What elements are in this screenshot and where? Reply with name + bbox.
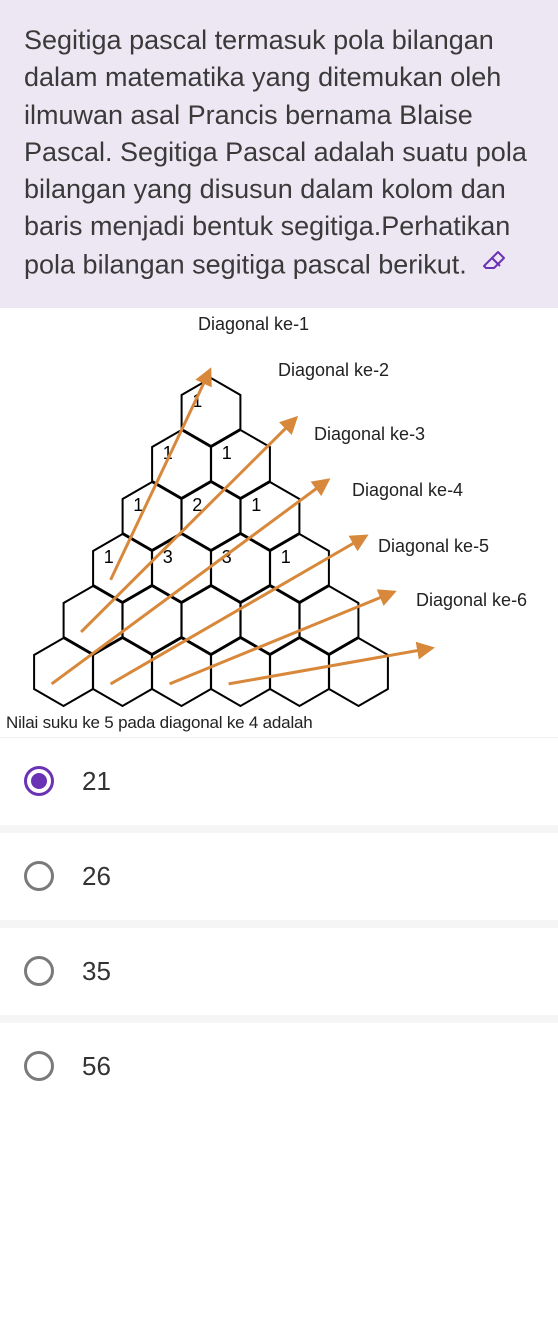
svg-text:1: 1 [222,443,232,463]
diagonal-label-2: Diagonal ke-2 [278,360,389,381]
radio-1[interactable] [24,861,54,891]
option-label-2: 35 [82,956,111,987]
question-text: Segitiga pascal termasuk pola bilangan d… [24,22,538,286]
truncated-prompt: Nilai suku ke 5 pada diagonal ke 4 adala… [6,713,313,733]
question-container: Segitiga pascal termasuk pola bilangan d… [0,0,558,308]
diagonal-label-3: Diagonal ke-3 [314,424,425,445]
svg-text:1: 1 [251,495,261,515]
diagonal-label-5: Diagonal ke-5 [378,536,489,557]
option-label-0: 21 [82,766,111,797]
option-1[interactable]: 26 [0,833,558,920]
radio-3[interactable] [24,1051,54,1081]
option-label-3: 56 [82,1051,111,1082]
options-list: 21 26 35 56 [0,738,558,1110]
svg-text:1: 1 [104,547,114,567]
option-2[interactable]: 35 [0,928,558,1015]
pascal-diagram: 1111211331 Diagonal ke-1 Diagonal ke-2 D… [0,308,558,738]
radio-2[interactable] [24,956,54,986]
option-3[interactable]: 56 [0,1023,558,1110]
svg-text:1: 1 [281,547,291,567]
diagonal-label-4: Diagonal ke-4 [352,480,463,501]
option-label-1: 26 [82,861,111,892]
question-text-content: Segitiga pascal termasuk pola bilangan d… [24,25,527,279]
radio-0[interactable] [24,766,54,796]
diagonal-label-6: Diagonal ke-6 [416,590,527,611]
eraser-icon[interactable] [480,246,510,286]
diagonal-label-1: Diagonal ke-1 [198,314,309,335]
